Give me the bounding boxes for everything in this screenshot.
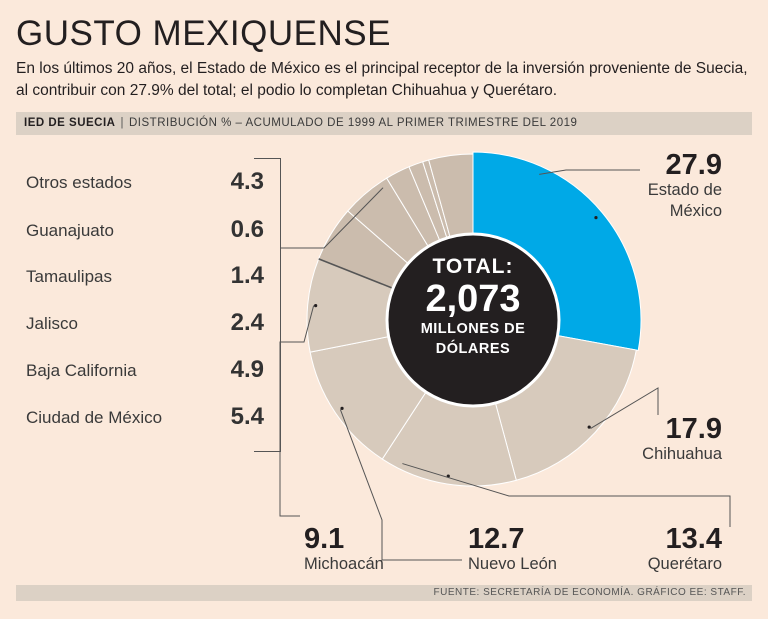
leader-line-nuevoleon — [339, 409, 462, 561]
callout-value: 13.4 — [665, 523, 722, 555]
small-states-bracket — [254, 158, 281, 452]
leader-line-queretaro — [402, 463, 731, 527]
callout-chihuahua: 17.9 Chihuahua — [642, 414, 722, 465]
page-title: GUSTO MEXIQUENSE — [16, 14, 391, 53]
source-text: FUENTE: SECRETARÍA DE ECONOMÍA. GRÁFICO … — [433, 587, 746, 598]
list-item-label: Guanajuato — [26, 221, 114, 240]
chart-header-separator: | — [120, 117, 124, 129]
subtitle: En los últimos 20 años, el Estado de Méx… — [16, 60, 748, 99]
callout-value: 17.9 — [665, 413, 722, 445]
chart-header-description: DISTRIBUCIÓN % – ACUMULADO DE 1999 AL PR… — [129, 117, 578, 129]
slice-marker-dot — [594, 216, 598, 220]
callout-queretaro: 13.4 Querétaro — [648, 524, 722, 575]
list-item: Baja California 4.9 — [26, 354, 276, 384]
list-item-value: 2.4 — [230, 309, 264, 336]
callout-label: México — [669, 202, 722, 220]
chart-header-label: IED DE SUECIA — [24, 117, 116, 129]
pie-center-disc — [385, 232, 561, 408]
list-item: Guanajuato 0.6 — [26, 214, 276, 244]
callout-value: 9.1 — [304, 523, 345, 555]
pie-center-total: TOTAL: 2,073 MILLONES DE DÓLARES — [390, 255, 556, 359]
callout-michoacan: 9.1 Michoacán — [304, 524, 384, 575]
list-item-label: Otros estados — [26, 173, 132, 192]
center-total-unit-1: MILLONES DE — [420, 321, 526, 337]
list-item-value: 4.3 — [230, 168, 264, 195]
list-item: Ciudad de México 5.4 — [26, 401, 276, 431]
list-item-label: Ciudad de México — [26, 408, 163, 427]
leader-line-small-states — [280, 187, 384, 249]
slice-marker-dot — [314, 304, 318, 308]
callout-value: 27.9 — [665, 149, 722, 181]
list-item-value: 5.4 — [230, 403, 264, 430]
center-total-unit-2: DÓLARES — [435, 341, 511, 357]
list-item-value: 0.6 — [230, 216, 264, 243]
list-item-value: 1.4 — [230, 262, 264, 289]
center-total-label: TOTAL: — [432, 255, 514, 278]
slice-marker-dot — [587, 425, 591, 429]
list-item: Tamaulipas 1.4 — [26, 260, 276, 290]
list-item-label: Baja California — [26, 361, 137, 380]
source-footer: FUENTE: SECRETARÍA DE ECONOMÍA. GRÁFICO … — [16, 585, 752, 601]
callout-value: 12.7 — [468, 523, 525, 555]
center-total-value: 2,073 — [425, 278, 521, 320]
leader-line-michoacan — [279, 305, 315, 517]
callout-nuevo-leon: 12.7 Nuevo León — [468, 524, 557, 575]
list-item-value: 4.9 — [230, 356, 264, 383]
callout-label: Nuevo León — [468, 555, 557, 573]
list-item-label: Tamaulipas — [26, 267, 112, 286]
list-item-label: Jalisco — [26, 314, 78, 333]
list-item: Jalisco 2.4 — [26, 307, 276, 337]
list-item: Otros estados 4.3 — [26, 166, 276, 196]
callout-label: Estado de — [647, 181, 722, 199]
leader-line-chihuahua — [590, 387, 659, 429]
callout-label: Michoacán — [304, 555, 384, 573]
slice-marker-dot — [340, 406, 344, 410]
callout-label: Querétaro — [647, 555, 722, 573]
chart-header-text: IED DE SUECIA | DISTRIBUCIÓN % – ACUMULADO… — [24, 117, 577, 129]
leader-line-edomex — [539, 169, 640, 175]
chart-header-band: IED DE SUECIA | DISTRIBUCIÓN % – ACUMULADO… — [16, 112, 752, 135]
callout-estado-de-mexico: 27.9 Estado de México — [648, 150, 722, 222]
small-states-divider — [318, 258, 394, 290]
callout-label: Chihuahua — [642, 445, 722, 463]
